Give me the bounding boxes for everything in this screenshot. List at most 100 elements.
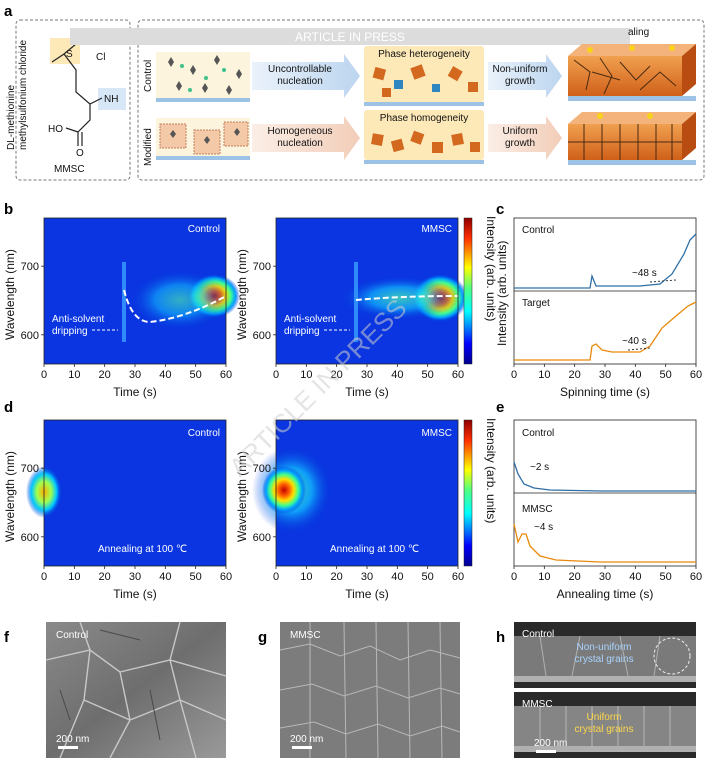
map-d-mmsc-tag: MMSC	[421, 428, 452, 439]
e-xlabel: Annealing time (s)	[557, 587, 654, 601]
scheme-box	[137, 19, 705, 181]
map-b-control-annot2: dripping	[52, 326, 88, 337]
map-d-control-tag: Control	[188, 428, 220, 439]
map-b-mmsc-annot2: dripping	[284, 326, 320, 337]
group-o: O	[76, 148, 84, 159]
map-d-control	[26, 419, 227, 567]
y-tick-label: 700	[21, 261, 39, 273]
modified-nuclei	[159, 121, 249, 155]
control-step3b: growth	[505, 76, 535, 87]
heterogeneous-grains	[372, 64, 478, 97]
y-tick-label: 700	[21, 463, 39, 475]
x-tick-label: 50	[190, 571, 202, 583]
x-tick-label: 20	[569, 571, 581, 583]
d-ylabel-1: Wavelength (nm)	[3, 451, 17, 542]
x-tick-label: 30	[599, 369, 611, 381]
y-tick-label: 600	[21, 330, 39, 342]
y-tick-label: 700	[253, 463, 271, 475]
h-scale: 200 nm	[534, 738, 567, 749]
map-b-control	[43, 217, 240, 365]
b-ylabel-1: Wavelength (nm)	[3, 249, 17, 340]
map-d-mmsc	[252, 419, 459, 567]
h-top-text2: crystal grains	[575, 654, 634, 665]
x-tick-label: 60	[452, 369, 464, 381]
molecule-abbrev: MMSC	[54, 164, 85, 175]
ticks-e: 0 10 20 30 40 50 60	[511, 566, 702, 583]
molecule-name-1: DL-methionine	[6, 85, 17, 150]
c-trace-target-annot: ~40 s	[622, 336, 647, 347]
x-tick-label: 0	[273, 369, 279, 381]
x-tick-label: 40	[391, 571, 403, 583]
row-label-modified: Modified	[143, 128, 154, 166]
x-tick-label: 20	[569, 369, 581, 381]
d-ylabel-2: Wavelength (nm)	[235, 451, 249, 542]
sem-f-tag: Control	[56, 630, 88, 641]
cross-section-h-top	[514, 622, 696, 688]
modified-step3b: growth	[505, 138, 535, 149]
control-step3: Non-uniform	[492, 64, 547, 75]
colorbar-b	[463, 217, 473, 365]
x-tick-label: 20	[331, 571, 343, 583]
map-b-mmsc	[275, 217, 468, 365]
x-tick-label: 10	[68, 369, 80, 381]
x-tick-label: 50	[660, 369, 672, 381]
e-trace-mmsc-name: MMSC	[522, 504, 553, 515]
colorbar-d-label: Intensity (arb. units)	[484, 418, 498, 523]
e-trace-control	[513, 461, 696, 492]
molecule-box	[15, 19, 131, 181]
x-tick-label: 60	[690, 571, 702, 583]
atom-cl: Cl	[96, 52, 105, 63]
control-nuclei	[168, 55, 242, 95]
c-xlabel: Spinning time (s)	[560, 385, 650, 399]
x-tick-label: 60	[690, 369, 702, 381]
panel-label-g: g	[258, 629, 267, 646]
x-tick-label: 20	[99, 571, 111, 583]
x-tick-label: 40	[629, 369, 641, 381]
modified-step3: Uniform	[502, 126, 537, 137]
x-tick-label: 40	[391, 369, 403, 381]
molecule-name-2: methylsulfonium chloride	[18, 40, 29, 150]
row-label-control: Control	[143, 60, 154, 92]
x-tick-label: 50	[422, 369, 434, 381]
control-step2: Phase heterogeneity	[378, 49, 470, 60]
e-trace-mmsc	[513, 523, 696, 563]
modified-step1b: nucleation	[277, 138, 323, 149]
x-tick-label: 10	[300, 571, 312, 583]
panel-label-h: h	[496, 629, 505, 646]
d-xlabel-1: Time (s)	[113, 587, 157, 601]
c-ylabel: Intensity (arb. units)	[495, 241, 509, 346]
x-tick-label: 10	[538, 369, 550, 381]
h-top-text1: Non-uniform	[576, 642, 631, 653]
panel-label-f: f	[4, 629, 10, 646]
x-tick-label: 0	[41, 571, 47, 583]
c-trace-control-annot: ~48 s	[632, 268, 657, 279]
map-d-mmsc-annot: Annealing at 100 ℃	[330, 544, 419, 555]
modified-arrow-2	[488, 116, 562, 160]
map-b-control-tag: Control	[188, 224, 220, 235]
panel-label-a: a	[4, 3, 13, 20]
modified-step1: Homogeneous	[267, 126, 332, 137]
ticks-d-control: 0 10 20 30 40 50 60 700 600	[21, 463, 232, 583]
c-trace-control-name: Control	[522, 225, 554, 236]
map-b-control-annot: Anti-solvent	[52, 314, 104, 325]
homogeneous-grains	[371, 130, 480, 153]
b-xlabel-1: Time (s)	[113, 385, 157, 399]
c-trace-target	[514, 301, 697, 361]
mmsc-molecule	[50, 38, 126, 146]
h-top-tag: Control	[522, 629, 554, 640]
y-tick-label: 700	[253, 261, 271, 273]
x-tick-label: 50	[660, 571, 672, 583]
control-step1: Uncontrollable	[268, 64, 332, 75]
panel-label-b: b	[4, 201, 13, 218]
ticks-b-mmsc: 0 10 20 30 40 50 60 700 600	[253, 261, 464, 381]
x-tick-label: 40	[629, 571, 641, 583]
b-ylabel-2: Wavelength (nm)	[235, 249, 249, 340]
x-tick-label: 30	[129, 369, 141, 381]
x-tick-label: 30	[129, 571, 141, 583]
x-tick-label: 60	[220, 571, 232, 583]
x-tick-label: 60	[452, 571, 464, 583]
ticks-d-mmsc: 0 10 20 30 40 50 60 700 600	[253, 463, 464, 583]
panel-label-c: c	[496, 201, 504, 218]
x-tick-label: 10	[68, 571, 80, 583]
